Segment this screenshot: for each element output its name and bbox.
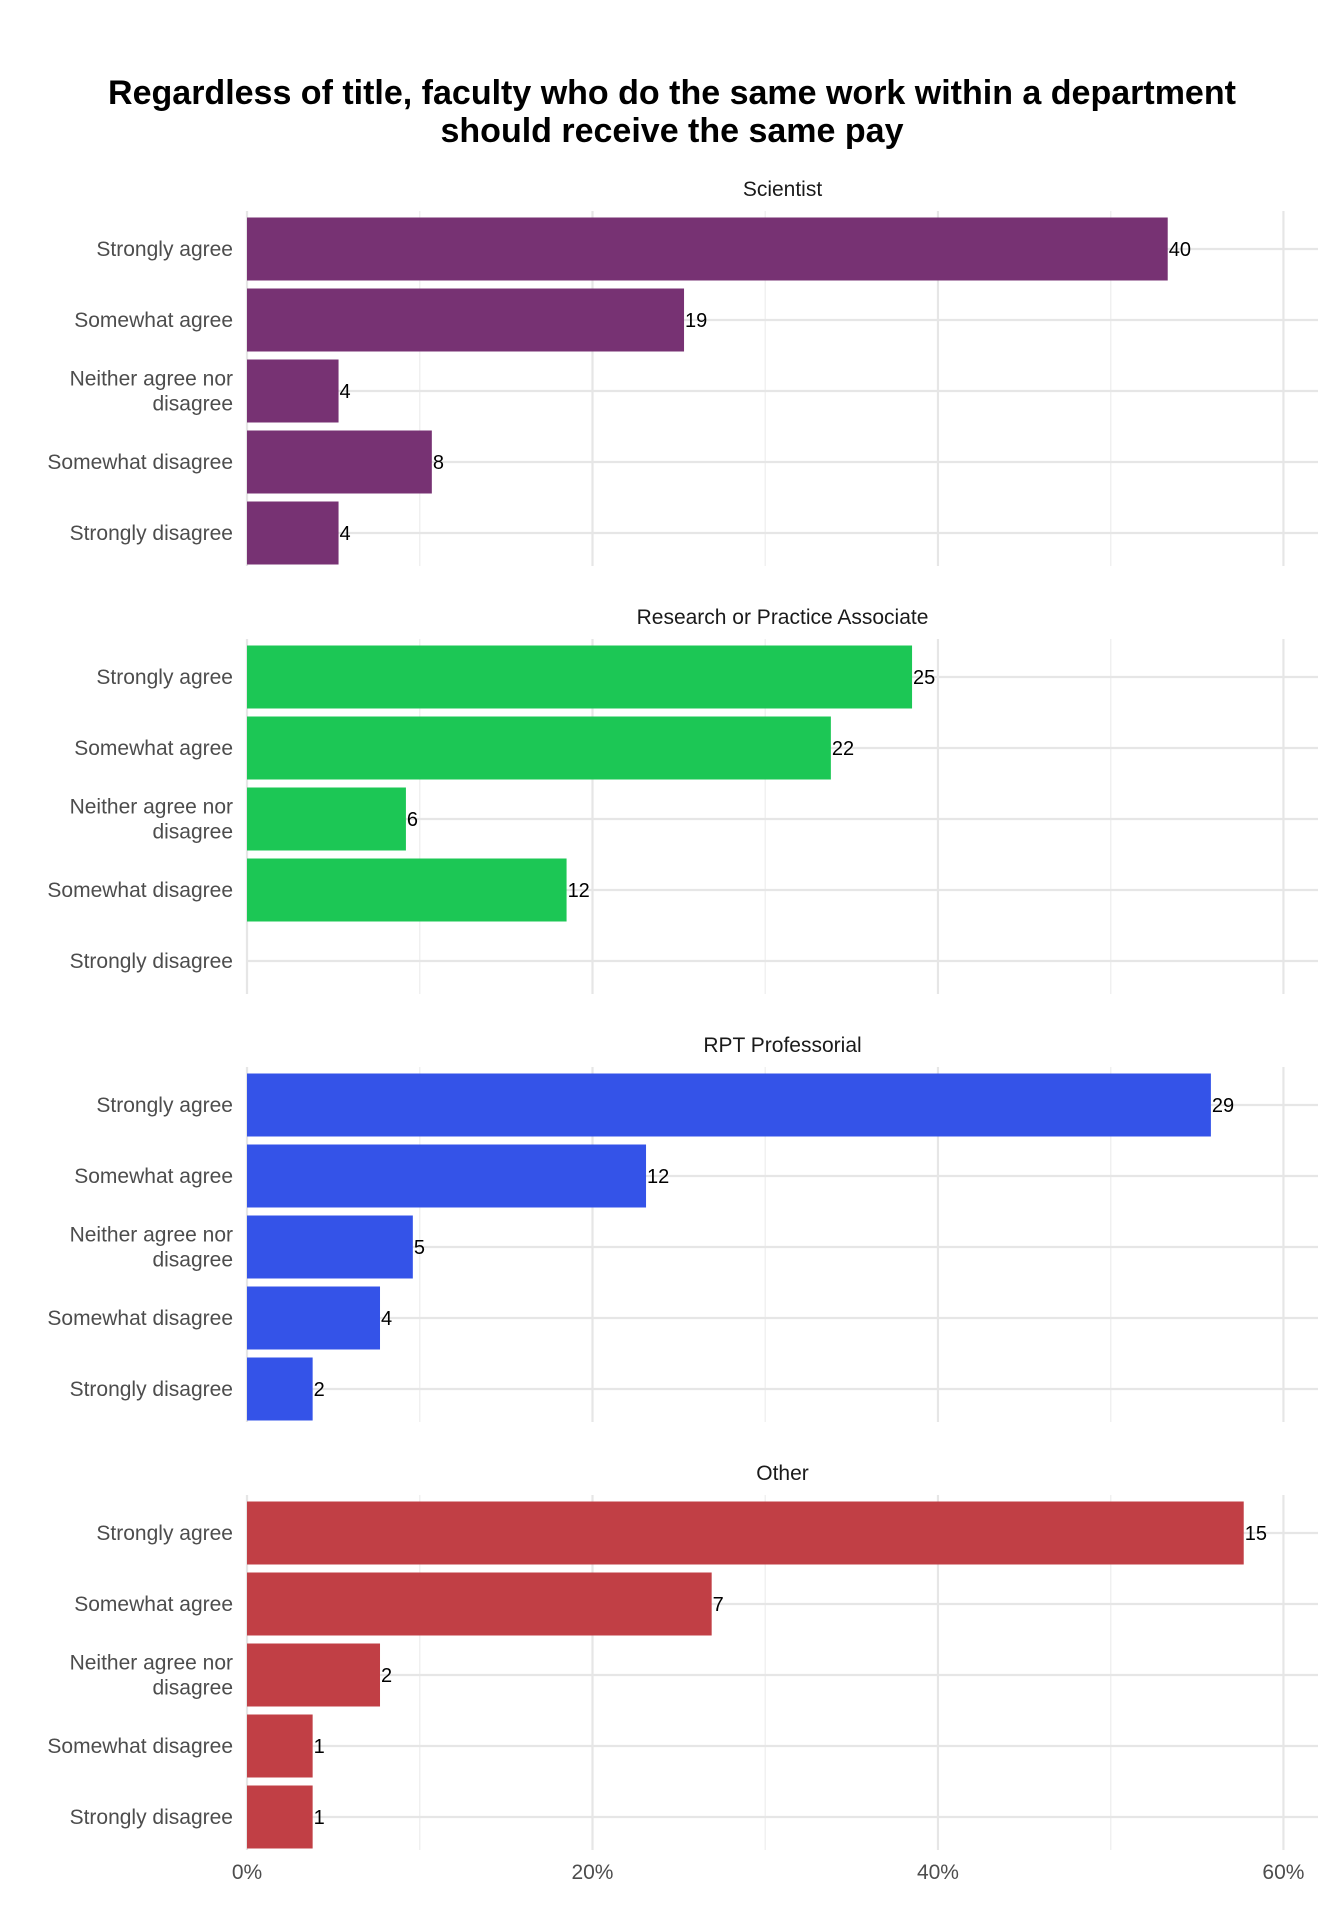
- category-label: Strongly agree: [96, 1094, 233, 1117]
- data-label: 5: [414, 1237, 425, 1259]
- facet-strip-label: Other: [756, 1462, 809, 1485]
- data-label: 2: [381, 1665, 392, 1687]
- data-label: 4: [381, 1308, 392, 1330]
- category-label: Somewhat agree: [74, 1593, 233, 1616]
- chart-title: Regardless of title, faculty who do the …: [108, 74, 1236, 150]
- data-label: 15: [1245, 1523, 1267, 1545]
- category-label: Strongly agree: [96, 238, 233, 261]
- data-label: 12: [647, 1166, 669, 1188]
- bar: [247, 787, 406, 851]
- facet-panel: RPT Professorial Strongly agree 29 Somewhat…: [47, 1034, 1318, 1422]
- facet-strip-label: Scientist: [743, 178, 823, 201]
- bar: [247, 858, 567, 922]
- category-label: Somewhat disagree: [47, 1735, 233, 1758]
- bar: [247, 217, 1168, 281]
- bar: [247, 1357, 313, 1421]
- category-label: Strongly disagree: [70, 1806, 233, 1829]
- data-label: 1: [314, 1807, 325, 1829]
- bar: [247, 1286, 381, 1350]
- facet-panel: Scientist Strongly agree 40 Somewhat agree 1…: [47, 178, 1318, 566]
- chart-title-line: Regardless of title, faculty who do the …: [108, 74, 1236, 112]
- category-label: Strongly disagree: [70, 950, 233, 973]
- data-label: 25: [913, 667, 935, 689]
- facet-strip-label: Research or Practice Associate: [637, 606, 929, 629]
- x-axis: 0% 20% 40% 60%: [232, 1861, 1305, 1884]
- chart-title-line: should receive the same pay: [441, 112, 904, 150]
- bar: [247, 1643, 381, 1707]
- x-tick-label: 20%: [571, 1861, 613, 1884]
- bar: [247, 1073, 1211, 1137]
- category-label: Neither agree nor disagree: [70, 1224, 233, 1272]
- bar: [247, 288, 685, 352]
- category-label: Somewhat agree: [74, 1165, 233, 1188]
- x-tick-label: 0%: [232, 1861, 262, 1884]
- data-label: 4: [340, 381, 351, 403]
- category-label: Strongly agree: [96, 1522, 233, 1545]
- category-label: Neither agree nor disagree: [70, 796, 233, 844]
- bar: [247, 1144, 647, 1208]
- data-label: 22: [832, 738, 854, 760]
- bar: [247, 1785, 313, 1849]
- bar: [247, 1215, 413, 1279]
- bar: [247, 645, 913, 709]
- category-label: Neither agree nor disagree: [70, 368, 233, 416]
- data-label: 1: [314, 1736, 325, 1758]
- category-label: Somewhat disagree: [47, 1307, 233, 1330]
- category-label: Somewhat agree: [74, 309, 233, 332]
- facet-strip-label: RPT Professorial: [703, 1034, 861, 1057]
- category-label: Strongly disagree: [70, 522, 233, 545]
- data-label: 8: [433, 452, 444, 474]
- facet-panel: Other Strongly agree 15 Somewhat agree 7 Neit…: [47, 1462, 1318, 1850]
- bar: [247, 716, 831, 780]
- category-label: Somewhat disagree: [47, 879, 233, 902]
- data-label: 6: [407, 809, 418, 831]
- bar: [247, 430, 432, 494]
- data-label: 4: [340, 523, 351, 545]
- category-label: Strongly disagree: [70, 1378, 233, 1401]
- data-label: 19: [685, 310, 707, 332]
- category-label: Somewhat disagree: [47, 451, 233, 474]
- chart-panels: Scientist Strongly agree 40 Somewhat agree 1…: [47, 178, 1318, 1850]
- data-label: 2: [314, 1379, 325, 1401]
- bar: [247, 1501, 1244, 1565]
- category-label: Neither agree nor disagree: [70, 1652, 233, 1700]
- category-label: Somewhat agree: [74, 737, 233, 760]
- bar: [247, 1714, 313, 1778]
- data-label: 40: [1169, 239, 1191, 261]
- facet-panel: Research or Practice Associate Strongly a…: [47, 606, 1318, 994]
- x-tick-label: 60%: [1262, 1861, 1304, 1884]
- bar: [247, 501, 339, 565]
- bar: [247, 1572, 712, 1636]
- data-label: 7: [713, 1594, 724, 1616]
- data-label: 12: [568, 880, 590, 902]
- category-label: Strongly agree: [96, 666, 233, 689]
- x-tick-label: 40%: [917, 1861, 959, 1884]
- data-label: 29: [1212, 1095, 1234, 1117]
- bar: [247, 359, 339, 423]
